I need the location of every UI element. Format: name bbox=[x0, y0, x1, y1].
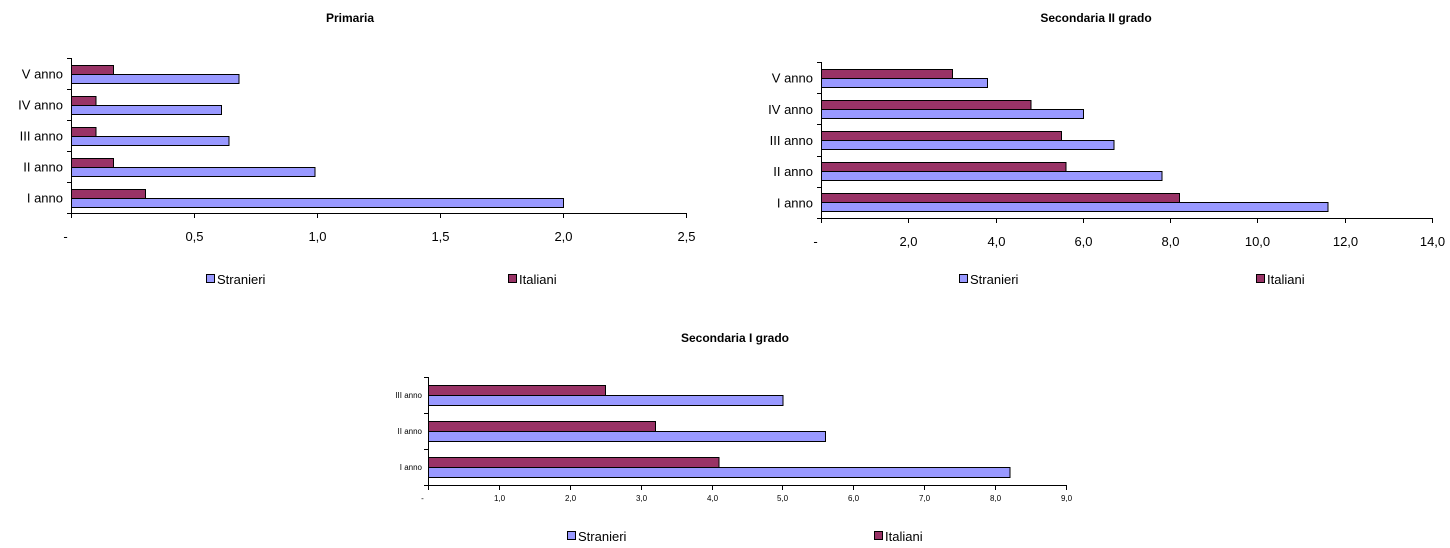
legend-swatch-italiani bbox=[1256, 274, 1265, 283]
x-tick-label: 10,0 bbox=[1245, 234, 1270, 249]
legend-swatch-italiani bbox=[874, 531, 883, 540]
bar-italiani bbox=[71, 158, 114, 168]
bar-italiani bbox=[428, 421, 656, 432]
bar-italiani bbox=[71, 127, 97, 137]
x-tick-label: 1,0 bbox=[494, 494, 506, 503]
bar-stranieri bbox=[71, 167, 316, 177]
category-label: II anno bbox=[398, 427, 423, 436]
bar-stranieri bbox=[821, 140, 1115, 150]
legend-label-stranieri: Stranieri bbox=[217, 272, 266, 287]
bar-stranieri bbox=[428, 431, 826, 442]
category-label: I anno bbox=[27, 191, 63, 206]
category-label: I anno bbox=[400, 463, 423, 472]
x-tick-label: 5,0 bbox=[777, 494, 789, 503]
bar-italiani bbox=[821, 193, 1180, 203]
bar-italiani bbox=[71, 189, 146, 199]
x-tick-label: - bbox=[421, 494, 424, 503]
bar-stranieri bbox=[821, 202, 1329, 212]
x-tick-label: 8,0 bbox=[1161, 234, 1179, 249]
chart-title: Secondaria II grado bbox=[1040, 11, 1151, 25]
x-tick-label: - bbox=[63, 229, 67, 244]
chart-primaria: Primaria - 0,5 1,0 1,5 2,0 2,5 I anno II anno III… bbox=[18, 11, 695, 287]
bar-italiani bbox=[821, 131, 1063, 141]
category-label: III anno bbox=[770, 133, 813, 148]
x-tick-label: 9,0 bbox=[1061, 494, 1073, 503]
chart-title: Secondaria I grado bbox=[681, 331, 789, 345]
bar-italiani bbox=[821, 69, 953, 79]
bar-italiani bbox=[821, 162, 1067, 172]
bar-stranieri bbox=[428, 395, 784, 406]
x-tick-label: 8,0 bbox=[990, 494, 1002, 503]
x-tick-label: 4,0 bbox=[987, 234, 1005, 249]
x-tick-label: 1,0 bbox=[308, 229, 326, 244]
legend-swatch-stranieri bbox=[206, 274, 215, 283]
legend-swatch-stranieri bbox=[567, 531, 576, 540]
x-tick-label: 2,5 bbox=[677, 229, 695, 244]
legend-swatch-italiani bbox=[508, 274, 517, 283]
x-tick-label: 1,5 bbox=[431, 229, 449, 244]
bar-stranieri bbox=[71, 198, 564, 208]
bar-italiani bbox=[71, 96, 97, 106]
category-label: II anno bbox=[23, 160, 63, 175]
category-label: V anno bbox=[772, 71, 813, 86]
legend-label-stranieri: Stranieri bbox=[578, 529, 627, 544]
category-label: IV anno bbox=[768, 102, 813, 117]
bar-stranieri bbox=[821, 78, 988, 88]
x-tick-label: - bbox=[813, 234, 817, 249]
category-label: II anno bbox=[773, 164, 813, 179]
legend-swatch-stranieri bbox=[959, 274, 968, 283]
category-label: V anno bbox=[22, 67, 63, 82]
bar-stranieri bbox=[71, 136, 230, 146]
x-tick-label: 14,0 bbox=[1420, 234, 1445, 249]
chart-secondaria-ii-grado: Secondaria II grado - 2,0 4,0 6,0 8,0 10,0 12,0… bbox=[768, 11, 1445, 287]
legend-label-italiani: Italiani bbox=[1267, 272, 1305, 287]
bar-stranieri bbox=[821, 171, 1163, 181]
x-tick-label: 2,0 bbox=[565, 494, 577, 503]
category-label: III anno bbox=[20, 129, 63, 144]
bar-stranieri bbox=[71, 74, 240, 84]
x-tick-label: 2,0 bbox=[899, 234, 917, 249]
legend-label-stranieri: Stranieri bbox=[970, 272, 1019, 287]
x-tick-label: 6,0 bbox=[1074, 234, 1092, 249]
x-tick-label: 12,0 bbox=[1333, 234, 1358, 249]
legend-label-italiani: Italiani bbox=[885, 529, 923, 544]
chart-title: Primaria bbox=[326, 11, 374, 25]
category-label: III anno bbox=[395, 391, 422, 400]
x-tick-label: 2,0 bbox=[554, 229, 572, 244]
bar-italiani bbox=[71, 65, 114, 75]
x-tick-label: 7,0 bbox=[919, 494, 931, 503]
x-tick-label: 3,0 bbox=[636, 494, 648, 503]
x-tick-label: 6,0 bbox=[848, 494, 860, 503]
bar-italiani bbox=[428, 457, 720, 468]
x-tick-label: 0,5 bbox=[185, 229, 203, 244]
x-tick-label: 4,0 bbox=[707, 494, 719, 503]
bar-italiani bbox=[428, 385, 607, 396]
bar-italiani bbox=[821, 100, 1032, 110]
bar-stranieri bbox=[428, 467, 1011, 478]
bar-stranieri bbox=[821, 109, 1084, 119]
chart-secondaria-i-grado: Secondaria I grado - 1,0 2,0 3,0 4,0 5,0 6,0 7,0… bbox=[395, 331, 1072, 544]
legend-label-italiani: Italiani bbox=[519, 272, 557, 287]
category-label: I anno bbox=[777, 195, 813, 210]
bar-stranieri bbox=[71, 105, 223, 115]
category-label: IV anno bbox=[18, 98, 63, 113]
